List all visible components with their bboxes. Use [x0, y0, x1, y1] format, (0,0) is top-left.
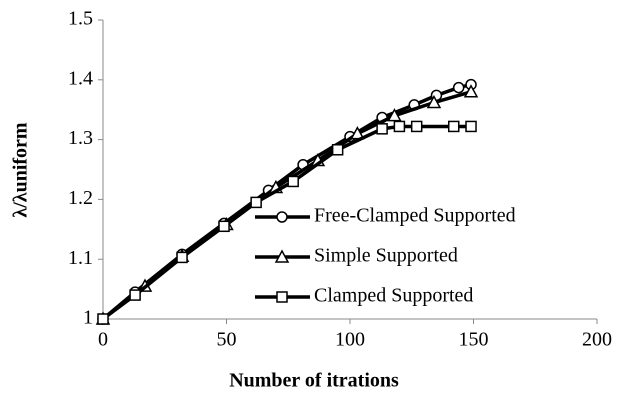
x-tick-label: 150: [459, 329, 489, 351]
marker: [218, 220, 230, 233]
legend: Free-Clamped Supported Simple Supported Cl…: [255, 205, 516, 307]
x-axis-title: Number of itrations: [229, 370, 399, 392]
x-tick-label: 200: [582, 329, 612, 351]
y-tick-label: 1: [83, 307, 93, 329]
marker: [274, 249, 290, 263]
y-tick-label: 1.1: [68, 247, 93, 269]
marker: [276, 211, 288, 223]
marker: [410, 120, 423, 133]
marker: [97, 313, 109, 325]
marker: [452, 81, 465, 94]
y-tick-label: 1.4: [68, 67, 93, 89]
y-axis-title: λ/λuniform: [10, 122, 32, 218]
legend-label: Clamped Supported: [314, 285, 473, 307]
marker: [465, 120, 477, 133]
marker: [331, 144, 344, 156]
marker: [387, 108, 402, 122]
legend-label: Free-Clamped Supported: [314, 205, 516, 227]
marker: [129, 289, 141, 301]
marker: [250, 196, 262, 209]
marker: [447, 120, 460, 133]
x-tick-label: 100: [335, 329, 365, 351]
marker: [176, 251, 188, 264]
marker: [463, 84, 479, 98]
marker: [276, 291, 288, 303]
x-tick-label: 50: [217, 329, 237, 351]
y-tick-label: 1.2: [68, 187, 93, 209]
marker: [426, 94, 442, 109]
marker: [287, 175, 299, 188]
marker: [393, 120, 406, 133]
marker: [376, 123, 388, 135]
y-tick-label: 1.3: [68, 127, 93, 149]
x-tick-label: 0: [98, 329, 108, 351]
y-tick-label: 1.5: [68, 8, 93, 30]
legend-label: Simple Supported: [314, 245, 458, 267]
series-line: [101, 124, 472, 321]
